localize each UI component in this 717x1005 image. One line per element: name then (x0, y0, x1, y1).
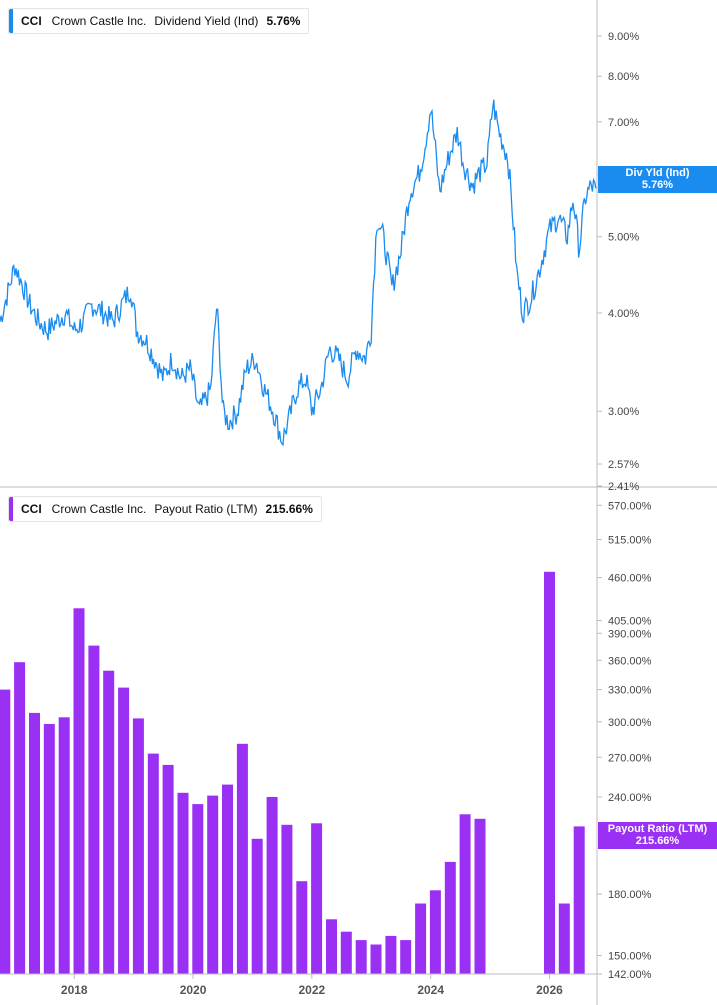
top-legend-ticker: CCI (21, 14, 42, 28)
payout-bar (0, 689, 11, 974)
payout-bar (266, 797, 278, 974)
payout-bar (118, 687, 130, 974)
bottom-legend-ticker: CCI (21, 502, 42, 516)
bottom-y-tick-label: 390.00% (608, 628, 652, 640)
payout-bar (370, 944, 382, 974)
x-tick-label: 2020 (180, 983, 207, 997)
bottom-legend: CCI Crown Castle Inc. Payout Ratio (LTM)… (8, 496, 322, 522)
payout-bar (444, 861, 456, 974)
payout-bar (544, 571, 555, 974)
payout-bar (340, 931, 352, 974)
payout-bar (177, 792, 189, 974)
payout-bar (43, 724, 55, 974)
bottom-legend-value: 215.66% (265, 502, 313, 516)
payout-bar (103, 670, 115, 974)
bottom-y-tick-label: 150.00% (608, 951, 652, 963)
top-legend-swatch (9, 9, 13, 33)
bottom-legend-swatch (9, 497, 13, 521)
payout-bar (573, 826, 585, 974)
payout-bar (192, 804, 204, 974)
bottom-legend-metric: Payout Ratio (LTM) (154, 502, 258, 516)
x-tick-label: 2026 (536, 983, 563, 997)
bottom-y-tick-label: 405.00% (608, 616, 652, 628)
top-y-tick-label: 8.00% (608, 71, 639, 83)
payout-bar (236, 743, 248, 974)
payout-bar (132, 718, 144, 974)
x-tick-label: 2024 (417, 983, 444, 997)
bottom-y-tick-label: 270.00% (608, 752, 652, 764)
payout-bar (385, 935, 397, 974)
payout-bar (558, 903, 570, 974)
top-y-tick-label: 5.00% (608, 232, 639, 244)
top-series (0, 99, 597, 447)
bottom-y-tick-label: 515.00% (608, 535, 652, 547)
payout-bar (281, 824, 293, 974)
payout-bar (58, 717, 70, 974)
payout-bar (162, 764, 174, 974)
payout-bar (311, 823, 323, 974)
payout-bar (222, 784, 233, 974)
top-y-tick-label: 7.00% (608, 117, 639, 129)
payout-bar (73, 608, 85, 974)
bottom-legend-company: Crown Castle Inc. (51, 502, 147, 516)
payout-bar (355, 940, 367, 974)
top-y-tick-label: 9.00% (608, 31, 639, 43)
payout-bar (326, 919, 337, 974)
payout-bar (207, 795, 219, 974)
bottom-y-tick-label: 142.00% (608, 969, 652, 981)
payout-bar (415, 903, 427, 974)
top-legend-value: 5.76% (266, 14, 301, 28)
payout-bar (14, 662, 26, 974)
top-y-tick-label: 3.00% (608, 406, 639, 418)
bottom-tag-label: Payout Ratio (LTM) (607, 823, 708, 835)
bottom-current-value-tag: Payout Ratio (LTM) 215.66% (598, 822, 717, 849)
payout-bar (251, 838, 263, 974)
bottom-y-tick-label: 360.00% (608, 655, 652, 667)
payout-bar (147, 753, 159, 974)
top-tag-label: Div Yld (Ind) (625, 167, 690, 179)
bottom-tag-value: 215.66% (635, 835, 680, 847)
top-y-tick-label: 2.57% (608, 459, 639, 471)
payout-bar (88, 645, 100, 974)
bottom-y-tick-label: 570.00% (608, 500, 652, 512)
payout-bar (400, 940, 412, 974)
payout-bar (429, 890, 441, 974)
x-tick-label: 2022 (299, 983, 326, 997)
dividend-yield-line (0, 99, 597, 447)
payout-bar (474, 818, 486, 974)
payout-bar (29, 712, 40, 974)
top-legend-metric: Dividend Yield (Ind) (154, 14, 259, 28)
bottom-y-tick-label: 460.00% (608, 573, 652, 585)
bottom-y-tick-label: 330.00% (608, 685, 652, 697)
bottom-y-tick-label: 180.00% (608, 889, 652, 901)
bottom-y-tick-label: 240.00% (608, 792, 652, 804)
bottom-bars (0, 571, 585, 974)
top-tag-value: 5.76% (641, 179, 674, 191)
top-legend-company: Crown Castle Inc. (51, 14, 147, 28)
payout-bar (459, 814, 471, 974)
x-tick-label: 2018 (61, 983, 88, 997)
top-legend: CCI Crown Castle Inc. Dividend Yield (In… (8, 8, 310, 34)
payout-bar (296, 881, 308, 974)
top-current-value-tag: Div Yld (Ind) 5.76% (598, 166, 717, 193)
bottom-y-tick-label: 300.00% (608, 717, 652, 729)
top-y-tick-label: 4.00% (608, 308, 639, 320)
top-y-tick-label: 2.41% (608, 481, 639, 493)
